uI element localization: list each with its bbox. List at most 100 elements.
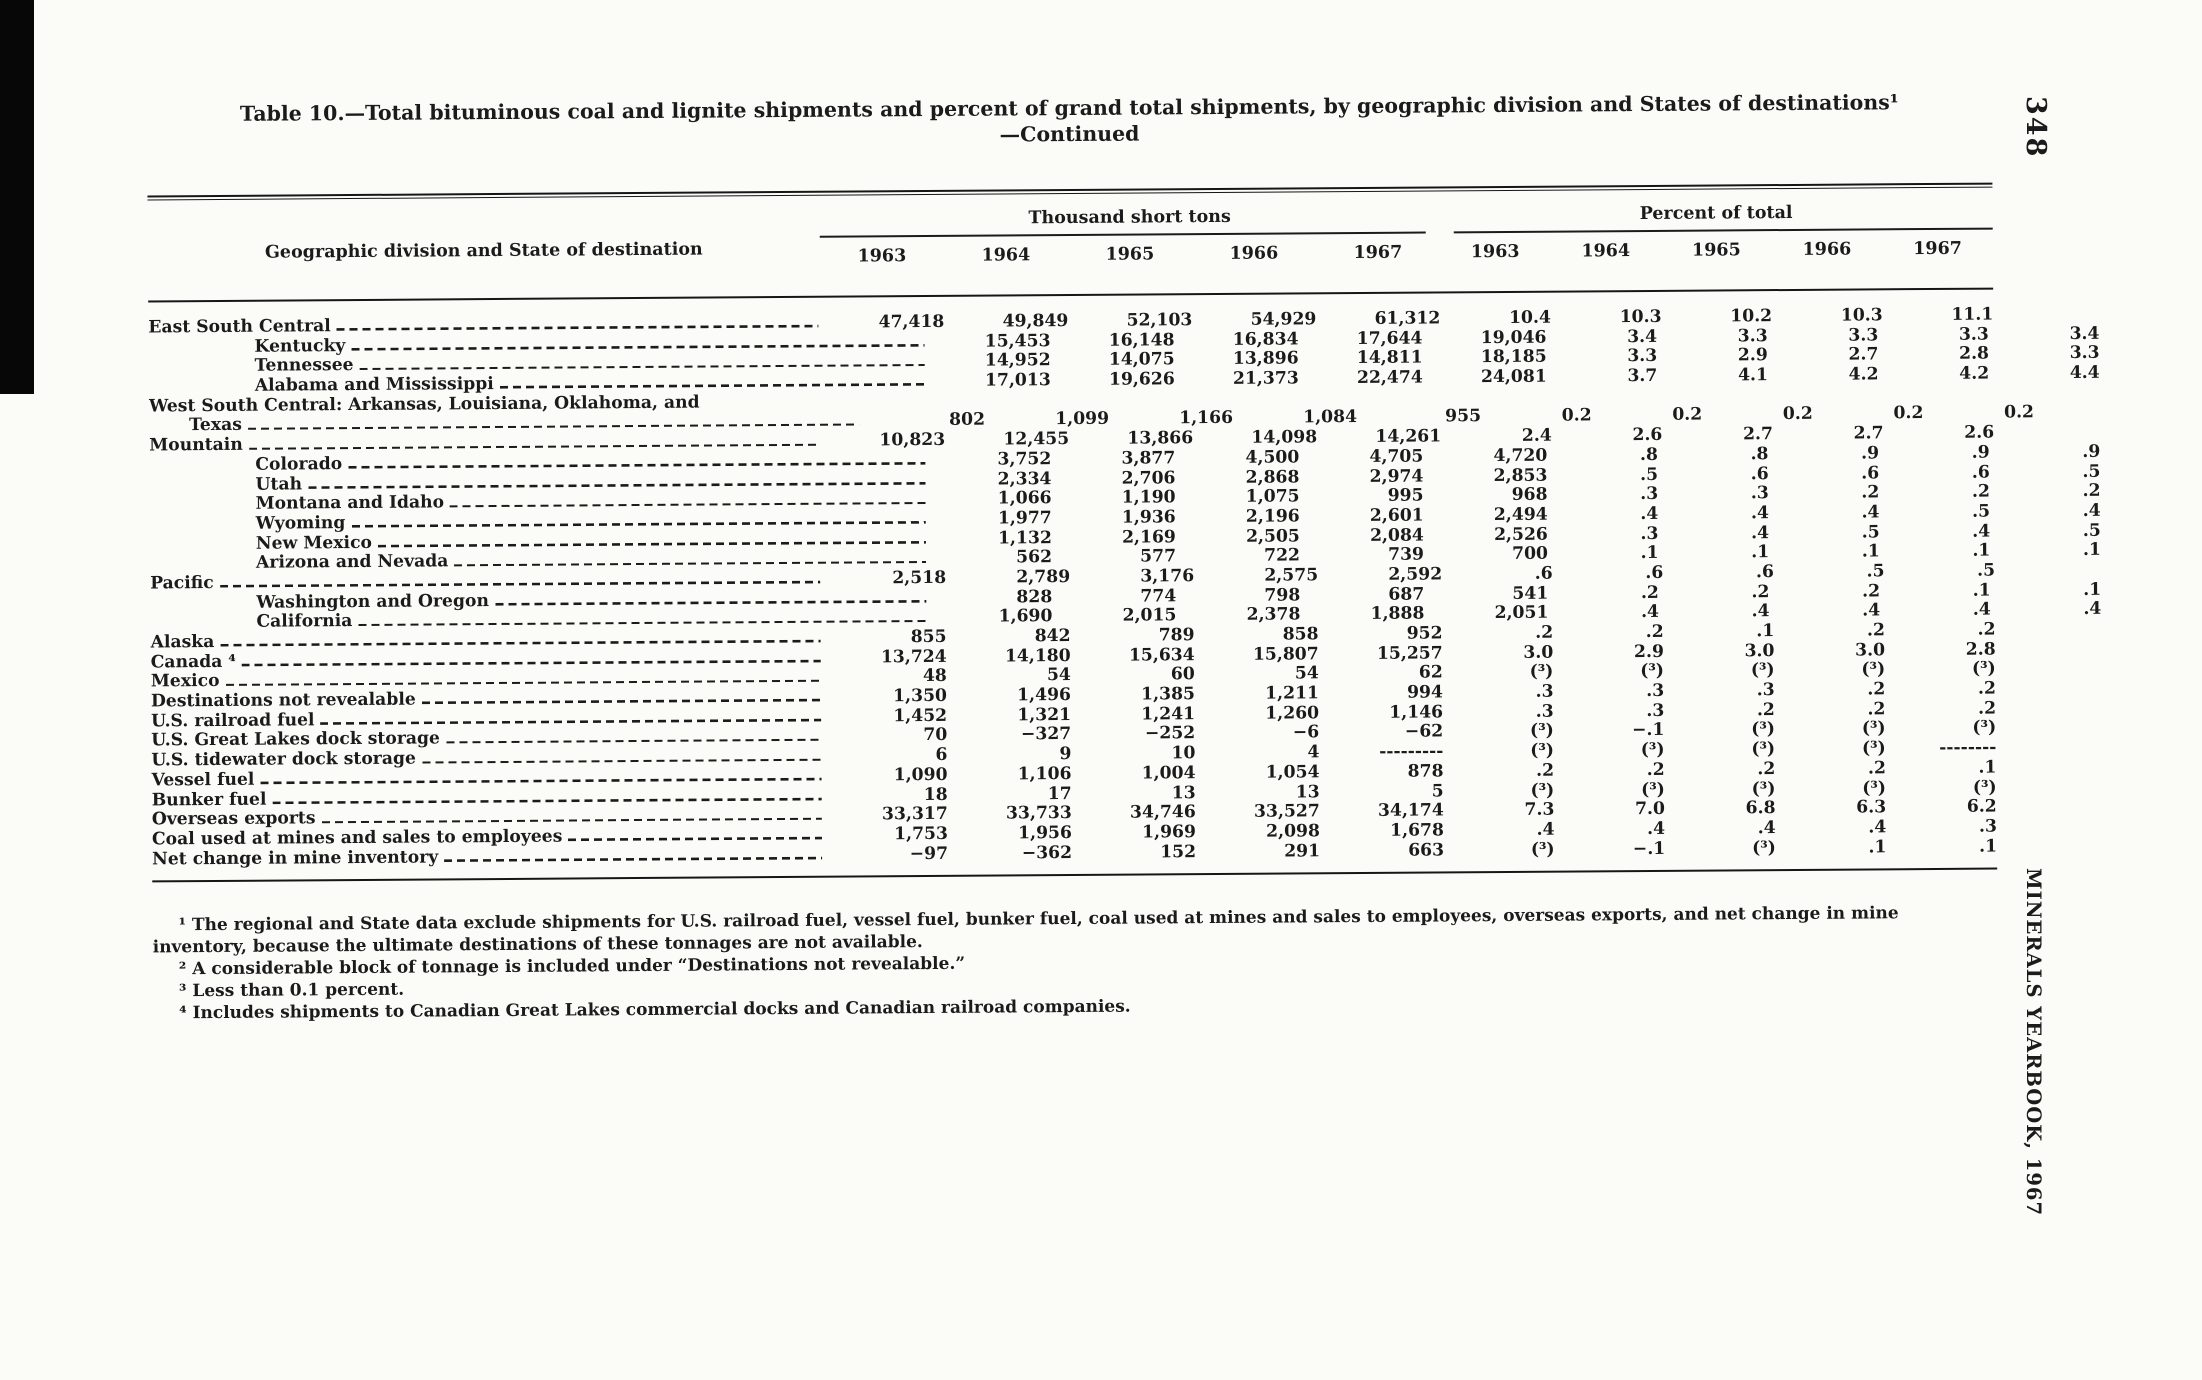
pct-value: .5 (1866, 561, 1885, 582)
pct-value: 4.1 (1737, 365, 1769, 386)
pct-value: (³) (1751, 739, 1776, 760)
tons-value: 54 (1046, 665, 1071, 686)
tons-value: 19,046 (1480, 327, 1547, 348)
tons-value: 562 (1016, 547, 1053, 568)
pct-value: 0.2 (1893, 403, 1924, 424)
tons-value: 2,526 (1493, 524, 1548, 545)
tons-value: 1,106 (1017, 763, 1072, 785)
tons-value: 1,452 (893, 705, 948, 727)
tons-value: 4,500 (1245, 447, 1300, 468)
pct-value: .8 (1639, 444, 1658, 465)
tons-value: 21,373 (1232, 368, 1299, 389)
tons-group-label: Thousand short tons (1028, 206, 1231, 229)
tons-value: 14,098 (1251, 427, 1318, 448)
pct-value: 2.7 (1848, 344, 1879, 365)
dash-leader (320, 718, 822, 726)
tons-value: 48 (922, 666, 947, 687)
dash-leader (308, 481, 926, 489)
pct-value: (³) (1861, 659, 1886, 680)
pct-value: .6 (1971, 462, 1990, 483)
pct-value: .3 (1756, 680, 1775, 701)
dash-leader (494, 599, 927, 606)
tons-year-row: 1963 1964 1965 1966 1967 (820, 233, 1440, 267)
dash-leader (358, 619, 927, 627)
pct-value: 11.1 (1951, 304, 1994, 325)
pct-value: .4 (1972, 599, 1991, 621)
tons-value: −6 (1292, 722, 1320, 743)
year-header: 1963 (857, 246, 907, 267)
pct-value: .9 (1861, 443, 1880, 464)
dash-leader (220, 639, 821, 647)
pct-value: (³) (1530, 740, 1555, 761)
pct-value: 10.3 (1619, 306, 1662, 328)
pct-value: 2.7 (1853, 423, 1884, 444)
tons-group-header: Thousand short tons 1963 1964 1965 1966 … (819, 197, 1441, 295)
pct-value: 7.3 (1524, 799, 1555, 821)
tons-value: 3,176 (1140, 566, 1195, 587)
percent-year-row: 1963 1964 1965 1966 1967 (1440, 230, 1993, 263)
pct-value: (³) (1750, 660, 1775, 681)
book-title: MINERALS YEARBOOK, 1967 (2022, 868, 2045, 1217)
pct-value: 2.8 (1959, 343, 1990, 365)
tons-value: 34,174 (1377, 800, 1444, 822)
pct-value: 0.2 (2004, 402, 2035, 423)
tons-value: 1,211 (1265, 683, 1320, 704)
dash-leader (336, 324, 819, 332)
tons-value: 798 (1264, 585, 1301, 606)
tons-value: 1,004 (1141, 762, 1196, 784)
tons-value: 828 (1016, 586, 1053, 608)
tons-value: −62 (1404, 721, 1444, 743)
pct-value: (³) (1640, 739, 1665, 761)
tons-value: −327 (1020, 724, 1072, 745)
pct-value: .1 (1978, 836, 1998, 857)
table-title: Table 10.—Total bituminous coal and lign… (147, 89, 1992, 154)
pct-value: .2 (1645, 621, 1664, 642)
tons-value: 1,241 (1141, 703, 1196, 725)
row-label: Washington and Oregon (256, 590, 489, 613)
tons-value: 2,169 (1121, 526, 1176, 548)
pct-value: .2 (1867, 758, 1886, 779)
pct-value: .5 (1640, 464, 1659, 485)
dash-leader (351, 520, 926, 528)
tons-value: 1,888 (1370, 603, 1425, 625)
tons-value: 3,877 (1121, 448, 1176, 469)
tons-value: 2,974 (1369, 466, 1424, 487)
tons-value: 2,015 (1122, 605, 1177, 626)
pct-value: (³) (1530, 780, 1555, 801)
pct-value: 3.4 (1627, 326, 1658, 347)
tons-value: 2,853 (1493, 465, 1548, 486)
pct-value: 2.4 (1521, 425, 1552, 446)
pct-value: 6.3 (1856, 797, 1887, 818)
tons-value: 54 (1294, 663, 1319, 684)
tons-value: 687 (1388, 584, 1425, 605)
year-header: 1965 (1691, 240, 1741, 261)
dash-leader (421, 698, 822, 705)
pct-value: (³) (1751, 778, 1776, 799)
tons-value: 152 (1160, 841, 1197, 862)
tons-value: 2,084 (1369, 525, 1424, 546)
pct-value: 3.0 (1855, 640, 1886, 661)
tons-value: 10 (1171, 743, 1196, 764)
pct-value: 3.4 (2069, 323, 2100, 344)
dash-leader (351, 343, 925, 351)
pct-value: 10.4 (1508, 307, 1552, 328)
tons-value: 1,496 (1017, 685, 1072, 706)
tons-value: 19,626 (1108, 369, 1175, 390)
pct-value: (³) (1972, 717, 1997, 739)
pct-value: 0.2 (1782, 404, 1813, 425)
pct-value: .2 (1862, 580, 1881, 602)
tons-value: 291 (1284, 840, 1321, 862)
tons-value: 3,752 (997, 448, 1052, 470)
tons-value: 955 (1445, 406, 1482, 427)
pct-value: 3.3 (2069, 343, 2100, 364)
tons-value: 2,575 (1264, 565, 1319, 586)
dash-leader (421, 757, 822, 764)
dash-leader (247, 422, 860, 431)
pct-value: .2 (1861, 482, 1880, 503)
tons-value: 2,334 (997, 468, 1052, 490)
row-label: U.S. tidewater dock storage (151, 748, 416, 771)
pct-value: .4 (1536, 819, 1555, 840)
year-header: 1965 (1105, 244, 1155, 265)
tons-value: 13,724 (880, 646, 947, 668)
row-label: Wyoming (255, 512, 346, 534)
